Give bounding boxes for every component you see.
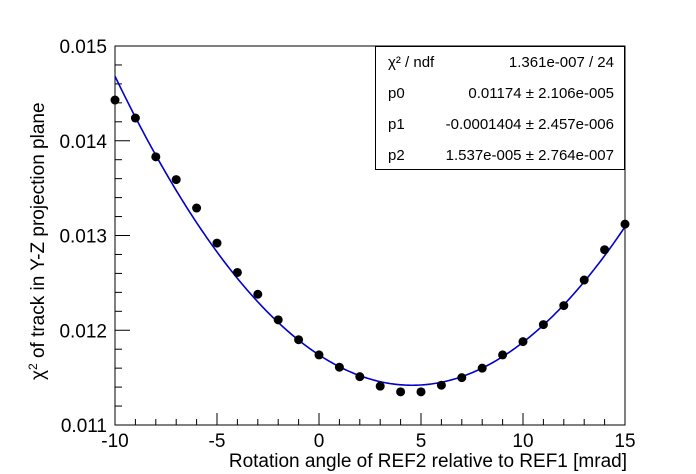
data-point — [171, 175, 181, 185]
stat-row-chi2: χ² / ndf 1.361e-007 / 24 — [376, 49, 626, 77]
data-point — [396, 387, 406, 397]
stat-name: χ² / ndf — [388, 54, 435, 71]
x-tick-label: 0 — [314, 431, 325, 452]
data-point — [232, 267, 242, 277]
data-point — [130, 113, 140, 123]
data-point — [538, 320, 548, 330]
data-point — [355, 372, 365, 382]
y-tick-label: 0.015 — [59, 37, 107, 58]
data-point — [416, 387, 426, 397]
data-point — [559, 301, 569, 311]
fit-stats-box: χ² / ndf 1.361e-007 / 24 p0 0.01174 ± 2.… — [375, 46, 625, 170]
stat-row-p2: p2 1.537e-005 ± 2.764e-007 — [376, 142, 626, 170]
y-tick-label: 0.012 — [59, 321, 107, 342]
y-axis-label: χ2 of track in Y-Z projection plane — [26, 102, 49, 380]
data-point — [436, 380, 446, 390]
x-axis-label: Rotation angle of REF2 relative to REF1 … — [229, 451, 627, 472]
data-point — [314, 350, 324, 360]
data-point — [457, 373, 467, 383]
data-point — [212, 238, 222, 248]
data-point — [620, 219, 630, 229]
data-point — [334, 362, 344, 372]
stat-row-p0: p0 0.01174 ± 2.106e-005 — [376, 80, 626, 108]
fit-curve — [114, 75, 626, 387]
y-tick-label: 0.013 — [59, 227, 107, 248]
stat-value: -0.0001404 ± 2.457e-006 — [445, 116, 614, 133]
data-points — [110, 95, 630, 397]
stat-row-p1: p1 -0.0001404 ± 2.457e-006 — [376, 111, 626, 139]
data-point — [477, 363, 487, 373]
x-tick-label: 10 — [512, 431, 533, 452]
data-point — [579, 275, 589, 285]
x-tick-labels: -10 -5 0 5 10 15 — [101, 431, 635, 452]
stat-name: p1 — [388, 116, 405, 133]
data-point — [498, 350, 508, 360]
data-point — [518, 337, 528, 347]
data-point — [273, 315, 283, 325]
data-point — [192, 203, 202, 213]
y-tick-label: 0.011 — [61, 416, 107, 437]
x-tick-label: -10 — [101, 431, 128, 452]
stat-value: 1.537e-005 ± 2.764e-007 — [445, 147, 614, 164]
y-axis-label-text: of track in Y-Z projection plane — [28, 102, 49, 363]
y-axis-label-chi: χ — [28, 370, 49, 380]
data-point — [600, 245, 610, 255]
y-tick-label: 0.014 — [59, 132, 107, 153]
data-point — [375, 381, 385, 391]
x-tick-label: 5 — [416, 431, 427, 452]
y-axis-label-sup: 2 — [26, 363, 40, 370]
x-tick-label: 15 — [614, 431, 635, 452]
data-point — [151, 152, 161, 162]
axis-ticks — [114, 45, 626, 426]
y-tick-labels: 0.011 0.012 0.013 0.014 0.015 — [59, 37, 107, 437]
stat-name: p2 — [388, 147, 405, 164]
x-tick-label: -5 — [209, 431, 226, 452]
data-point — [110, 95, 120, 105]
stat-value: 1.361e-007 / 24 — [508, 54, 614, 71]
data-point — [294, 335, 304, 345]
stat-name: p0 — [388, 85, 405, 102]
data-point — [253, 289, 263, 299]
stat-value: 0.01174 ± 2.106e-005 — [468, 85, 614, 102]
